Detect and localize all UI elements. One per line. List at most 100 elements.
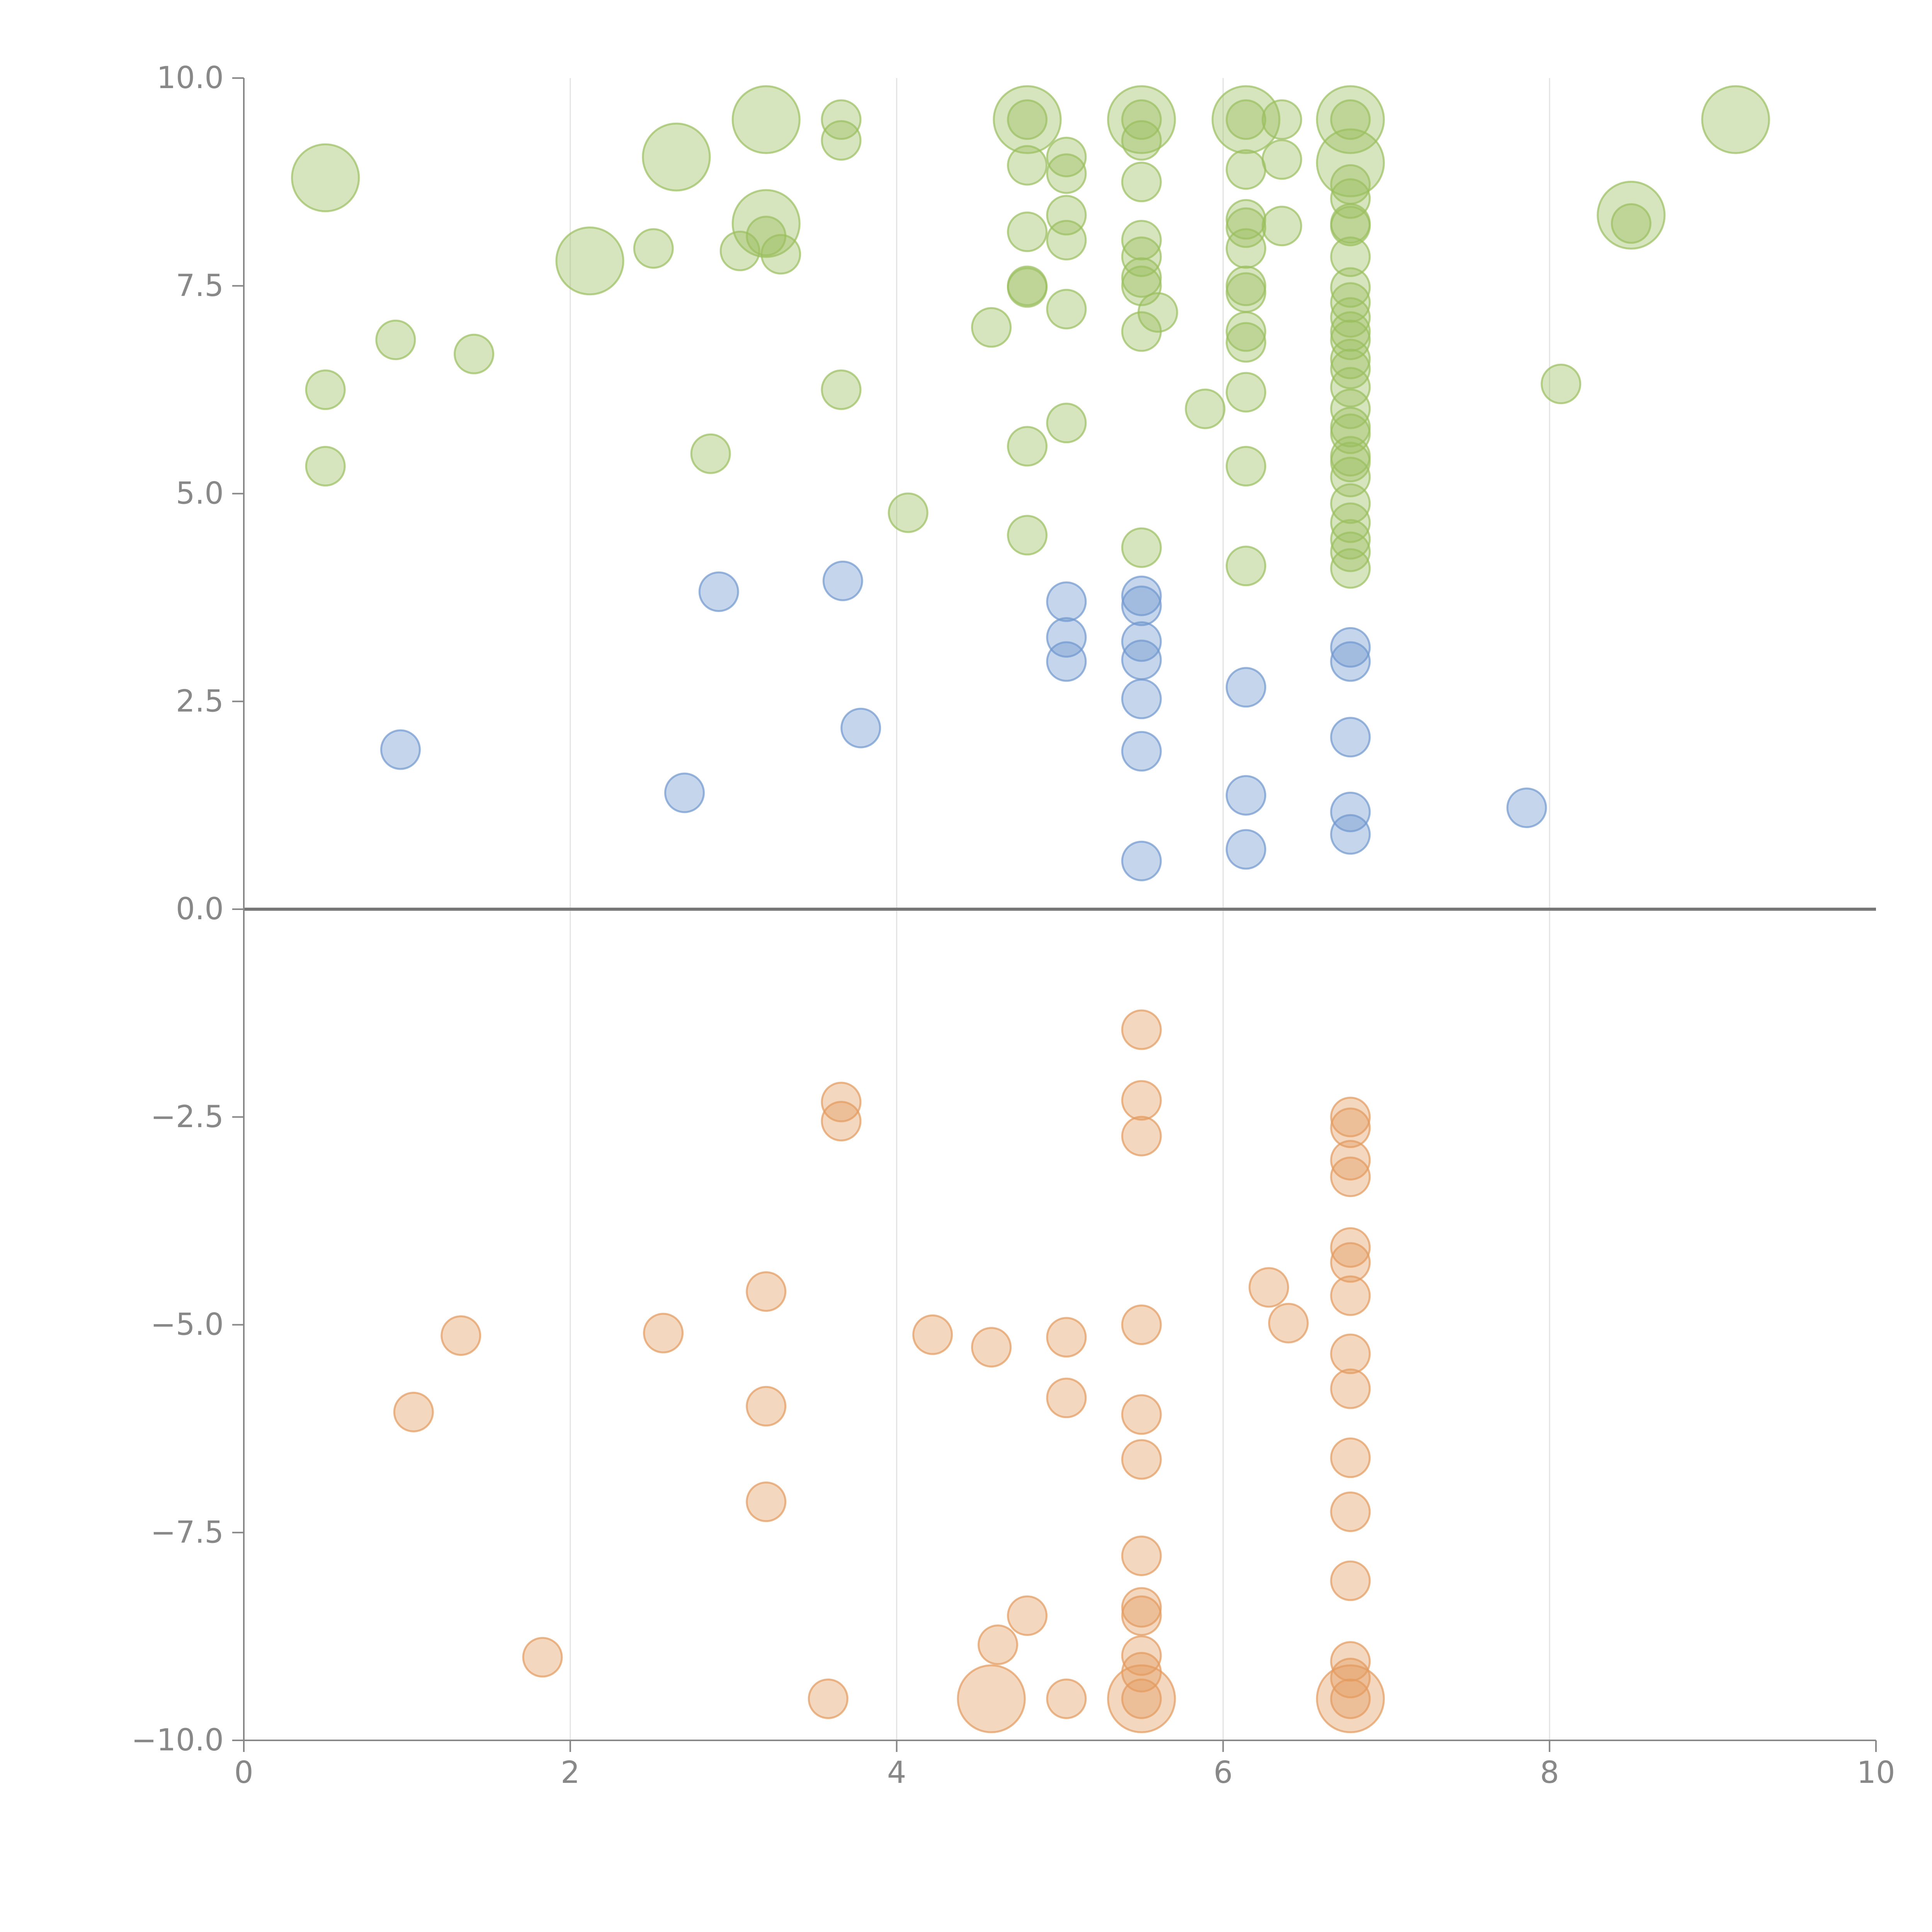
high-point <box>1121 99 1162 140</box>
negative-point <box>977 1624 1018 1665</box>
x-tick-label: 0 <box>234 1755 253 1790</box>
high-point <box>1046 403 1087 444</box>
high-point <box>1226 199 1267 240</box>
negative-point <box>1248 1267 1289 1308</box>
high-point <box>642 122 711 192</box>
negative-point <box>1330 1140 1371 1181</box>
negative-point <box>1107 1664 1176 1733</box>
negative-point <box>746 1481 787 1522</box>
negative-point <box>1268 1303 1309 1344</box>
negative-point <box>1330 1097 1371 1138</box>
low-point <box>1226 667 1267 708</box>
high-point <box>1701 85 1770 154</box>
high-point <box>1046 219 1087 260</box>
high-point <box>1611 203 1651 244</box>
low-point <box>1121 840 1162 881</box>
high-point <box>1330 442 1371 483</box>
high-point <box>375 320 416 361</box>
negative-point <box>957 1664 1026 1733</box>
y-tick-label: 2.5 <box>176 684 224 719</box>
high-point <box>1226 207 1267 248</box>
low-point <box>664 772 705 813</box>
high-point <box>821 369 862 410</box>
high-point <box>1330 297 1371 338</box>
low-point <box>698 571 739 612</box>
y-tick-label: 10.0 <box>156 61 224 95</box>
high-point <box>1330 99 1371 140</box>
y-tick-label: 5.0 <box>176 476 224 511</box>
high-point <box>1330 349 1371 389</box>
high-point <box>1330 236 1371 277</box>
negative-point <box>1046 1678 1087 1719</box>
negative-point <box>1316 1664 1385 1733</box>
y-tick-label: −10.0 <box>131 1723 224 1758</box>
high-point <box>1046 289 1087 330</box>
high-point <box>1330 413 1371 454</box>
low-point <box>1046 641 1087 682</box>
high-point <box>731 85 801 154</box>
low-point <box>1226 829 1267 870</box>
high-point <box>1226 546 1267 587</box>
high-point <box>821 99 862 140</box>
high-point <box>1121 236 1162 277</box>
high-point <box>1121 120 1162 161</box>
negative-point <box>1121 1535 1162 1576</box>
high-point <box>1007 515 1048 556</box>
high-point <box>1330 519 1371 560</box>
high-point <box>1330 267 1371 308</box>
negative-point <box>912 1314 953 1355</box>
high-point <box>1007 211 1048 252</box>
high-point <box>1226 372 1267 413</box>
negative-point <box>971 1327 1012 1368</box>
negative-point <box>393 1391 434 1432</box>
high-point <box>1541 364 1582 405</box>
negative-point <box>1121 1080 1162 1121</box>
high-point <box>1316 85 1385 154</box>
low-point <box>1046 617 1087 658</box>
low-point <box>1226 775 1267 816</box>
high-point <box>1316 128 1385 197</box>
x-tick-label: 8 <box>1540 1755 1559 1790</box>
high-point <box>1007 99 1048 140</box>
high-point <box>1121 257 1162 298</box>
negative-point <box>821 1101 862 1142</box>
negative-point <box>1121 1678 1162 1719</box>
low-point <box>1330 641 1371 682</box>
high-point <box>1226 228 1267 269</box>
negative-point <box>1121 1635 1162 1676</box>
high-point <box>1226 99 1267 140</box>
negative-point <box>1121 1116 1162 1156</box>
high-point <box>1261 206 1302 247</box>
high-point <box>305 446 346 487</box>
high-point <box>1330 548 1371 589</box>
low-point <box>1330 627 1371 668</box>
high-point <box>1330 367 1371 408</box>
y-tick-label: 7.5 <box>176 269 224 303</box>
negative-point <box>1330 1560 1371 1601</box>
low-point <box>1330 814 1371 855</box>
negative-point <box>1046 1378 1087 1418</box>
negative-point <box>1330 1242 1371 1283</box>
negative-point <box>1121 1595 1162 1636</box>
negative-point <box>1007 1595 1048 1636</box>
x-tick-label: 4 <box>887 1755 906 1790</box>
high-point <box>993 85 1062 154</box>
negative-point <box>1330 1678 1371 1719</box>
low-point <box>1121 731 1162 772</box>
high-point <box>1121 265 1162 306</box>
high-point <box>1007 267 1048 308</box>
high-point <box>1121 527 1162 568</box>
low-point <box>840 707 881 748</box>
high-point <box>1330 531 1371 572</box>
y-tick-label: −5.0 <box>151 1308 224 1342</box>
negative-point <box>746 1271 787 1312</box>
high-point <box>1046 153 1087 194</box>
low-point <box>1506 787 1547 828</box>
negative-point <box>1330 1658 1371 1699</box>
negative-point <box>1121 1394 1162 1435</box>
high-point <box>888 492 929 533</box>
negative-point <box>1330 1107 1371 1148</box>
negative-point <box>440 1315 481 1356</box>
negative-point <box>1046 1317 1087 1358</box>
